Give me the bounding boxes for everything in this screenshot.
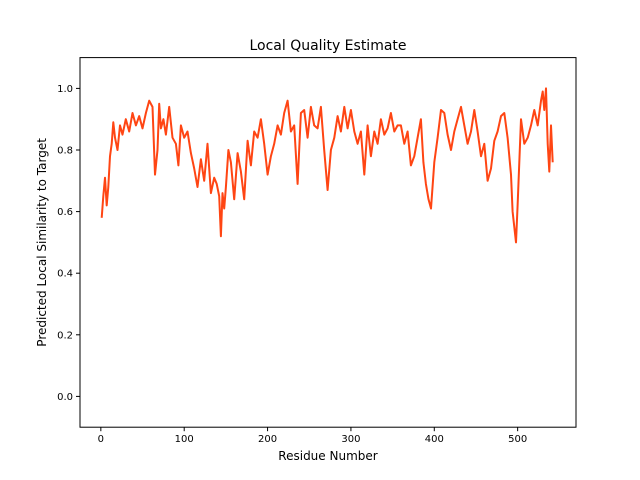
x-tick-label: 200	[258, 434, 277, 445]
y-tick-label: 0.6	[57, 207, 73, 218]
x-axis-ticks: 0 100 200 300 400 500	[98, 427, 527, 445]
y-tick-label: 0.8	[57, 146, 73, 157]
plot-frame	[79, 57, 577, 428]
x-tick-label: 100	[175, 434, 194, 445]
y-tick-label: 0.4	[57, 269, 73, 280]
y-axis-ticks: 0.0 0.2 0.4 0.6 0.8 1.0	[57, 84, 80, 403]
y-tick-label: 0.2	[57, 330, 73, 341]
chart-title: Local Quality Estimate	[249, 38, 406, 54]
series-line	[100, 87, 554, 244]
x-axis-label: Residue Number	[278, 449, 377, 463]
y-tick-label: 1.0	[57, 84, 73, 95]
y-tick-label: 0.0	[57, 392, 73, 403]
x-tick-label: 500	[508, 434, 527, 445]
y-axis-label: Predicted Local Similarity to Target	[35, 138, 49, 347]
x-tick-label: 400	[425, 434, 444, 445]
x-tick-label: 300	[341, 434, 360, 445]
x-tick-label: 0	[98, 434, 104, 445]
